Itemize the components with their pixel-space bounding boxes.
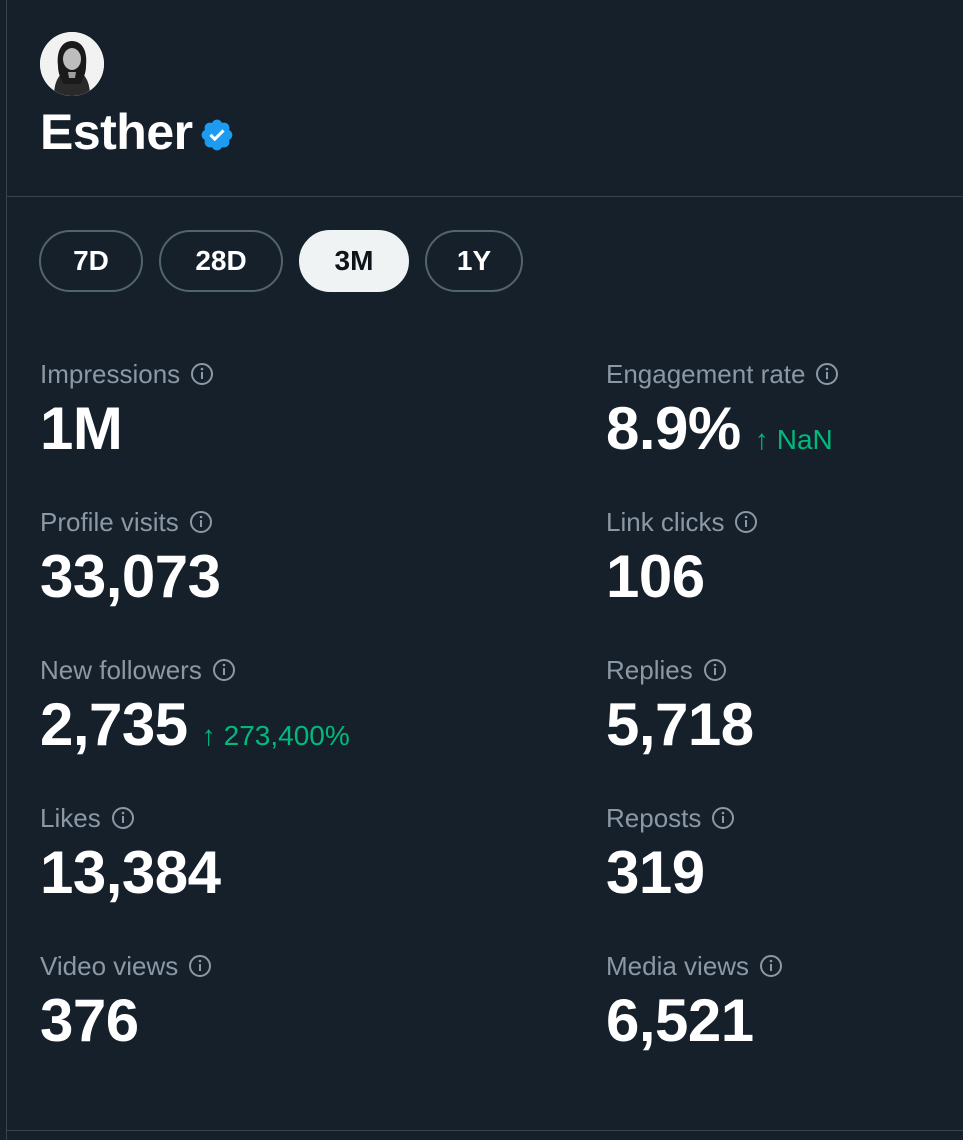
metric-replies: Replies 5,718 [606, 653, 754, 761]
metric-value: 106 [606, 543, 705, 610]
metric-label: Likes [40, 803, 101, 833]
tab-1y[interactable]: 1Y [425, 230, 523, 292]
up-arrow-icon: ↑ [754, 424, 769, 455]
metric-value: 5,718 [606, 691, 754, 758]
metric-label: Media views [606, 951, 750, 981]
metric-video-views: Video views 376 [40, 949, 212, 1057]
metric-value: 33,073 [40, 543, 221, 610]
info-icon[interactable] [111, 806, 135, 830]
info-icon[interactable] [703, 658, 727, 682]
metric-label: Engagement rate [606, 359, 806, 389]
metric-reposts: Reposts 319 [606, 801, 735, 909]
delta-value: 273,400% [223, 720, 350, 751]
metric-profile-visits: Profile visits 33,073 [40, 505, 221, 613]
metric-media-views: Media views 6,521 [606, 949, 783, 1057]
footer-divider [7, 1130, 963, 1131]
metric-label: Replies [606, 655, 693, 685]
metric-new-followers: New followers 2,735 ↑ 273,400% [40, 653, 350, 761]
metric-label: Link clicks [606, 507, 725, 537]
info-icon[interactable] [734, 510, 758, 534]
tab-7d[interactable]: 7D [39, 230, 143, 292]
metric-value: 376 [40, 987, 139, 1054]
avatar-image [40, 32, 104, 96]
info-icon[interactable] [711, 806, 735, 830]
metric-impressions: Impressions 1M [40, 357, 214, 465]
metric-label: Profile visits [40, 507, 179, 537]
info-icon[interactable] [190, 362, 214, 386]
avatar[interactable] [40, 32, 104, 96]
metric-likes: Likes 13,384 [40, 801, 221, 909]
info-icon[interactable] [188, 954, 212, 978]
profile-header: Esther [40, 32, 235, 162]
metric-label: Reposts [606, 803, 702, 833]
up-arrow-icon: ↑ [201, 720, 216, 751]
metric-engagement-rate: Engagement rate 8.9% ↑ NaN [606, 357, 839, 465]
panel-left-border [6, 0, 7, 1140]
tab-28d[interactable]: 28D [159, 230, 283, 292]
profile-name[interactable]: Esther [40, 104, 193, 160]
metric-label: Impressions [40, 359, 181, 389]
metric-value: 8.9% [606, 395, 741, 462]
metric-value: 1M [40, 395, 123, 462]
verified-badge-icon [199, 117, 235, 153]
metric-label: Video views [40, 951, 179, 981]
tab-3m[interactable]: 3M [299, 230, 409, 292]
name-row: Esther [40, 102, 235, 162]
info-icon[interactable] [212, 658, 236, 682]
info-icon[interactable] [815, 362, 839, 386]
metric-link-clicks: Link clicks 106 [606, 505, 758, 613]
info-icon[interactable] [189, 510, 213, 534]
metric-value: 13,384 [40, 839, 221, 906]
info-icon[interactable] [759, 954, 783, 978]
metric-value: 319 [606, 839, 705, 906]
delta-value: NaN [776, 424, 833, 455]
delta-badge: ↑ NaN [755, 424, 833, 456]
metric-value: 2,735 [40, 691, 188, 758]
metric-value: 6,521 [606, 987, 754, 1054]
date-range-tabs: 7D 28D 3M 1Y [39, 230, 523, 292]
metric-label: New followers [40, 655, 202, 685]
delta-badge: ↑ 273,400% [202, 720, 350, 752]
header-divider [7, 196, 963, 197]
